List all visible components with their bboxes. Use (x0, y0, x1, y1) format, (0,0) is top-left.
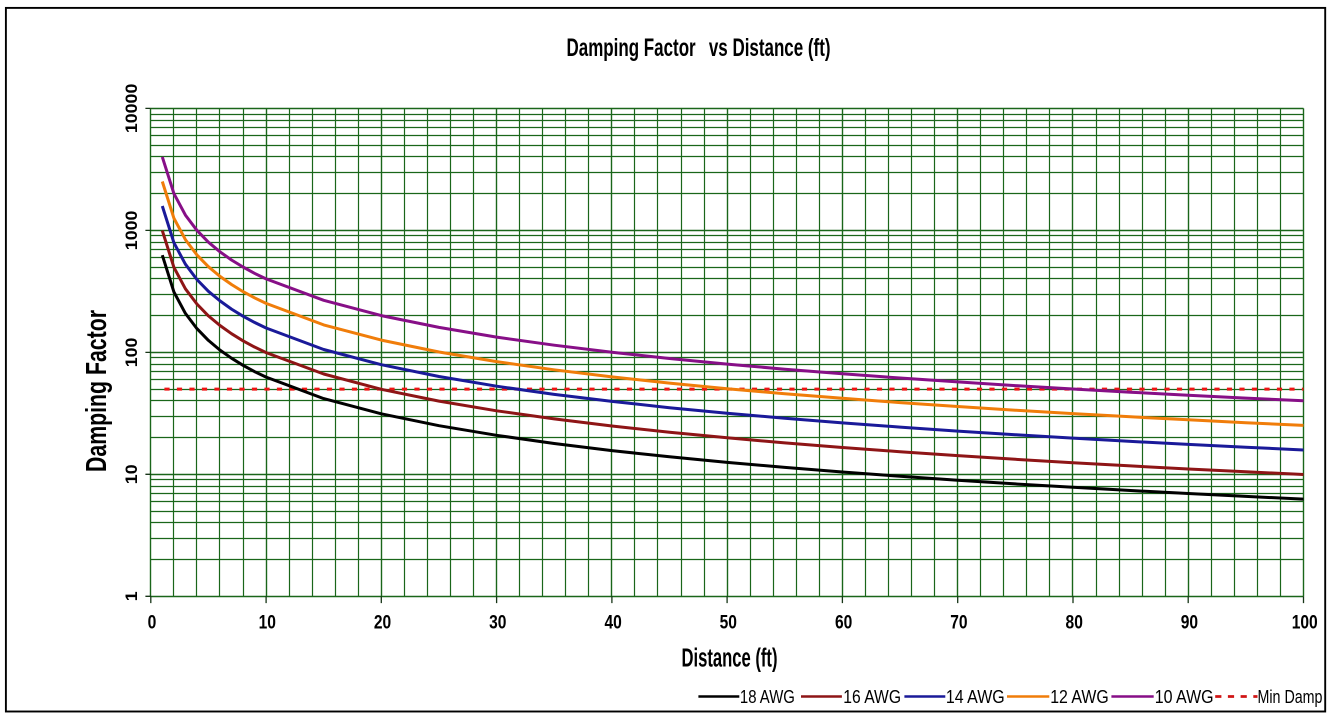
svg-text:12 AWG: 12 AWG (1050, 687, 1109, 707)
svg-text:1: 1 (122, 591, 141, 601)
svg-text:70: 70 (950, 612, 967, 634)
svg-text:10 AWG: 10 AWG (1155, 687, 1214, 707)
svg-text:16 AWG: 16 AWG (843, 687, 901, 707)
svg-text:90: 90 (1181, 612, 1198, 634)
svg-text:18 AWG: 18 AWG (740, 687, 795, 707)
svg-text:Distance (ft): Distance (ft) (682, 645, 778, 673)
svg-text:20: 20 (374, 612, 391, 634)
svg-text:10000: 10000 (122, 84, 141, 133)
svg-text:1000: 1000 (122, 211, 141, 251)
svg-text:Damping Factor vs Distance (f: Damping Factor vs Distance (ft) (567, 34, 831, 62)
svg-text:Damping Factor: Damping Factor (81, 310, 113, 472)
svg-text:50: 50 (720, 612, 737, 634)
svg-text:100: 100 (122, 338, 141, 368)
svg-text:0: 0 (148, 612, 157, 634)
svg-text:40: 40 (604, 612, 621, 634)
svg-text:Min Damp: Min Damp (1258, 687, 1323, 707)
svg-text:30: 30 (489, 612, 506, 634)
svg-text:100: 100 (1292, 612, 1318, 634)
svg-text:10: 10 (259, 612, 276, 634)
svg-text:80: 80 (1066, 612, 1083, 634)
svg-text:14 AWG: 14 AWG (946, 687, 1005, 707)
svg-text:60: 60 (835, 612, 852, 634)
svg-text:10: 10 (122, 464, 141, 484)
